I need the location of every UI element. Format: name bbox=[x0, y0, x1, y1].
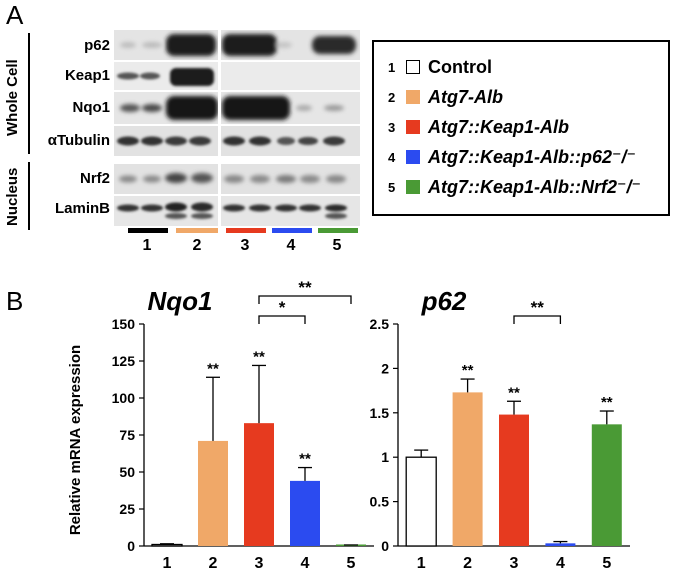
bar-2 bbox=[198, 440, 228, 546]
significance-marker: ** bbox=[601, 394, 613, 411]
nucleus-bracket bbox=[28, 162, 30, 230]
legend-number: 5 bbox=[388, 179, 396, 195]
y-tick-label: 1.5 bbox=[370, 405, 390, 421]
significance-marker: ** bbox=[462, 362, 474, 379]
bar-1 bbox=[405, 456, 437, 547]
blot-row-label-p62: p62 bbox=[84, 37, 110, 54]
legend-swatch-p62-ko bbox=[406, 150, 420, 164]
bracket-label: ** bbox=[531, 298, 545, 317]
x-tick-label: 2 bbox=[209, 555, 218, 572]
panel-b-letter: B bbox=[6, 286, 24, 316]
bracket-label: ** bbox=[298, 280, 312, 297]
lane-color-bar-4 bbox=[272, 228, 312, 233]
legend-swatch-nrf2-ko bbox=[406, 180, 420, 194]
significance-bracket bbox=[258, 315, 306, 324]
y-tick-label: 0 bbox=[127, 538, 135, 554]
y-tick-label: 2.5 bbox=[370, 316, 390, 332]
x-tick-label: 3 bbox=[255, 555, 264, 572]
lane-number-3: 3 bbox=[240, 237, 250, 254]
x-tick-label: 5 bbox=[602, 555, 611, 572]
lane-number-1: 1 bbox=[142, 237, 152, 254]
blot-row-label-laminb: LaminB bbox=[54, 200, 110, 217]
bar-5 bbox=[591, 424, 622, 546]
bar-charts: Relative mRNA expression Nqo102550751001… bbox=[67, 280, 630, 572]
y-tick-label: 25 bbox=[119, 501, 135, 517]
lane-color-bar-2 bbox=[176, 228, 218, 233]
y-tick-label: 0.5 bbox=[370, 494, 390, 510]
bar-4 bbox=[545, 543, 576, 546]
legend-number: 4 bbox=[388, 149, 396, 165]
lane-number-4: 4 bbox=[286, 237, 296, 254]
lane-color-bar-5 bbox=[318, 228, 358, 233]
x-tick-label: 1 bbox=[417, 555, 426, 572]
significance-marker: ** bbox=[207, 360, 219, 377]
x-tick-label: 4 bbox=[556, 555, 565, 572]
legend-label: Atg7::Keap1-Alb bbox=[428, 116, 570, 137]
bar-3 bbox=[499, 414, 529, 546]
significance-marker: ** bbox=[299, 451, 311, 468]
y-tick-label: 75 bbox=[119, 427, 135, 443]
lane-number-2: 2 bbox=[192, 237, 202, 254]
significance-marker: ** bbox=[253, 348, 265, 365]
legend-item-4: 4 Atg7::Keap1-Alb::p62⁻/⁻ bbox=[388, 144, 636, 170]
y-tick-label: 125 bbox=[112, 353, 136, 369]
chart-title: Nqo1 bbox=[148, 286, 213, 316]
legend-swatch-control bbox=[406, 60, 420, 74]
blot-row-label-keap1: Keap1 bbox=[64, 67, 110, 84]
p62-chart: p62 0 0.5 1 1.5 2 2.5 1 ** 2 ** 3 4 ** 5 ** bbox=[370, 286, 630, 572]
legend-number: 1 bbox=[388, 59, 396, 75]
legend-label: Atg7::Keap1-Alb::Nrf2⁻/⁻ bbox=[428, 176, 642, 197]
blot-row-label-tubulin: αTubulin bbox=[47, 132, 110, 149]
genotype-legend: 1 Control 2 Atg7-Alb 3 Atg7::Keap1-Alb 4… bbox=[372, 40, 670, 216]
y-tick-label: 1 bbox=[381, 449, 389, 465]
x-tick-label: 1 bbox=[163, 555, 172, 572]
x-tick-label: 2 bbox=[463, 555, 472, 572]
legend-number: 3 bbox=[388, 119, 396, 135]
y-tick-label: 2 bbox=[381, 360, 389, 376]
significance-marker: ** bbox=[508, 384, 520, 401]
legend-label: Control bbox=[428, 56, 492, 77]
legend-number: 2 bbox=[388, 89, 396, 105]
legend-label: Atg7-Alb bbox=[428, 86, 503, 107]
significance-bracket bbox=[258, 295, 352, 304]
bar-2 bbox=[452, 392, 483, 546]
y-tick-label: 0 bbox=[381, 538, 389, 554]
shared-y-axis-label: Relative mRNA expression bbox=[67, 345, 84, 535]
legend-label: Atg7::Keap1-Alb::p62⁻/⁻ bbox=[428, 146, 637, 167]
whole-cell-bracket bbox=[28, 33, 30, 154]
western-blot-image bbox=[114, 30, 360, 226]
bar-4 bbox=[290, 480, 320, 546]
x-tick-label: 5 bbox=[347, 555, 356, 572]
significance-bracket bbox=[513, 315, 562, 324]
bar-1 bbox=[151, 543, 183, 547]
y-tick-label: 150 bbox=[112, 316, 136, 332]
legend-item-5: 5 Atg7::Keap1-Alb::Nrf2⁻/⁻ bbox=[388, 174, 641, 200]
lane-color-bar-3 bbox=[226, 228, 266, 233]
bracket-label: * bbox=[279, 298, 286, 317]
legend-swatch-atg7-keap1 bbox=[406, 120, 420, 134]
blot-row-label-nrf2: Nrf2 bbox=[79, 170, 110, 187]
legend-swatch-atg7 bbox=[406, 90, 420, 104]
y-tick-label: 100 bbox=[112, 390, 136, 406]
chart-title: p62 bbox=[421, 286, 467, 316]
lane-color-bar-1 bbox=[128, 228, 168, 233]
x-tick-label: 3 bbox=[510, 555, 519, 572]
legend-item-1: 1 Control bbox=[388, 54, 492, 80]
lane-number-5: 5 bbox=[332, 237, 342, 254]
y-tick-label: 50 bbox=[119, 464, 135, 480]
panel-a-letter: A bbox=[6, 0, 24, 30]
x-tick-label: 4 bbox=[301, 555, 310, 572]
legend-item-3: 3 Atg7::Keap1-Alb bbox=[388, 114, 569, 140]
bar-3 bbox=[244, 423, 274, 546]
legend-item-2: 2 Atg7-Alb bbox=[388, 84, 503, 110]
blot-row-label-nqo1: Nqo1 bbox=[72, 99, 111, 116]
